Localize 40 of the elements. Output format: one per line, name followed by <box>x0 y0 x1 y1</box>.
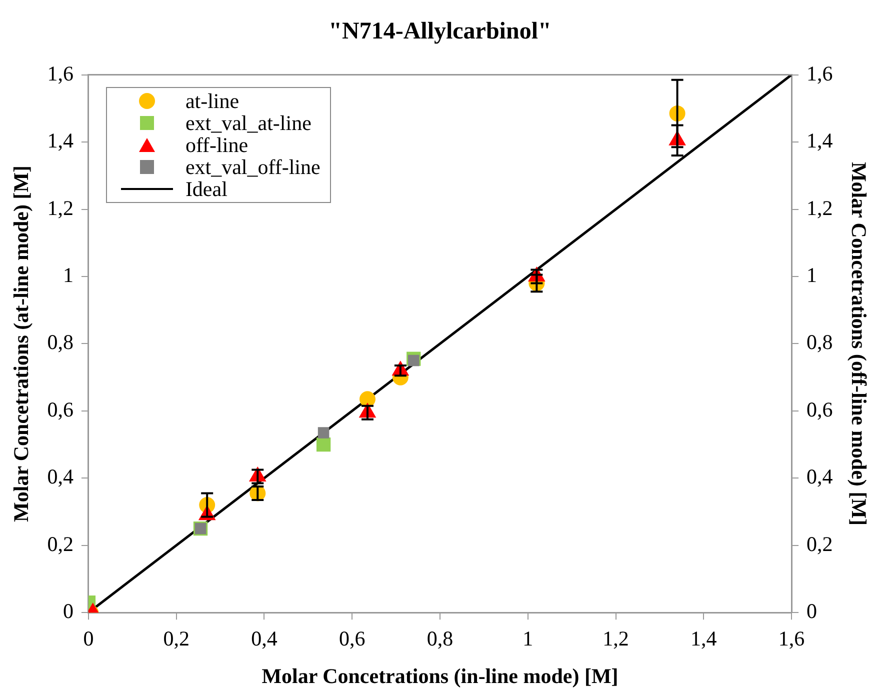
y2-tick-label: 1,2 <box>806 196 833 220</box>
x-axis-title: Molar Concetrations (in-line mode) [M] <box>262 664 618 688</box>
y2-tick-label: 1,6 <box>806 61 833 86</box>
y-tick-label: 0,4 <box>47 464 74 489</box>
y2-tick-label: 1 <box>806 262 818 287</box>
point <box>316 437 331 452</box>
y2-tick-label: 0,6 <box>806 397 833 422</box>
legend-label: ext_val_at-line <box>185 110 312 135</box>
y-tick-label: 0,6 <box>47 397 74 422</box>
legend-label: at-line <box>185 88 240 113</box>
y-axis-title: Molar Concetrations (at-line mode) [M] <box>9 165 34 522</box>
legend-label: off-line <box>185 132 248 157</box>
legend-label: ext_val_off-line <box>185 154 320 179</box>
point <box>359 391 376 408</box>
y-tick-label: 1,2 <box>47 196 74 220</box>
x-tick-label: 0,8 <box>426 626 454 651</box>
x-tick-label: 0,4 <box>251 626 278 651</box>
point <box>318 427 330 438</box>
y2-tick-label: 0 <box>806 599 818 624</box>
legend-label: Ideal <box>185 176 228 201</box>
y-tick-label: 0,2 <box>47 532 74 556</box>
y-tick-label: 1 <box>62 262 74 287</box>
x-tick-label: 1,6 <box>778 626 805 651</box>
y2-tick-label: 1,4 <box>806 128 834 153</box>
x-tick-label: 1,4 <box>690 626 718 651</box>
y-tick-label: 1,6 <box>47 61 74 86</box>
x-tick-label: 0 <box>83 626 94 651</box>
x-tick-label: 1,2 <box>602 626 629 651</box>
x-tick-label: 1 <box>522 626 534 651</box>
y-tick-label: 0,8 <box>47 330 74 354</box>
y-tick-label: 0 <box>62 599 74 624</box>
y2-tick-label: 0,4 <box>806 464 834 489</box>
y2-axis-title: Molar Concetrations (off-line mode) [M] <box>846 162 871 526</box>
x-tick-label: 0,6 <box>338 626 366 651</box>
y-tick-label: 1,4 <box>47 128 74 153</box>
chart-title: "N714-Allylcarbinol" <box>328 18 552 45</box>
y2-tick-label: 0,2 <box>806 532 833 556</box>
x-tick-label: 0,2 <box>163 626 190 651</box>
y2-tick-label: 0,8 <box>806 330 833 354</box>
point <box>408 354 420 366</box>
